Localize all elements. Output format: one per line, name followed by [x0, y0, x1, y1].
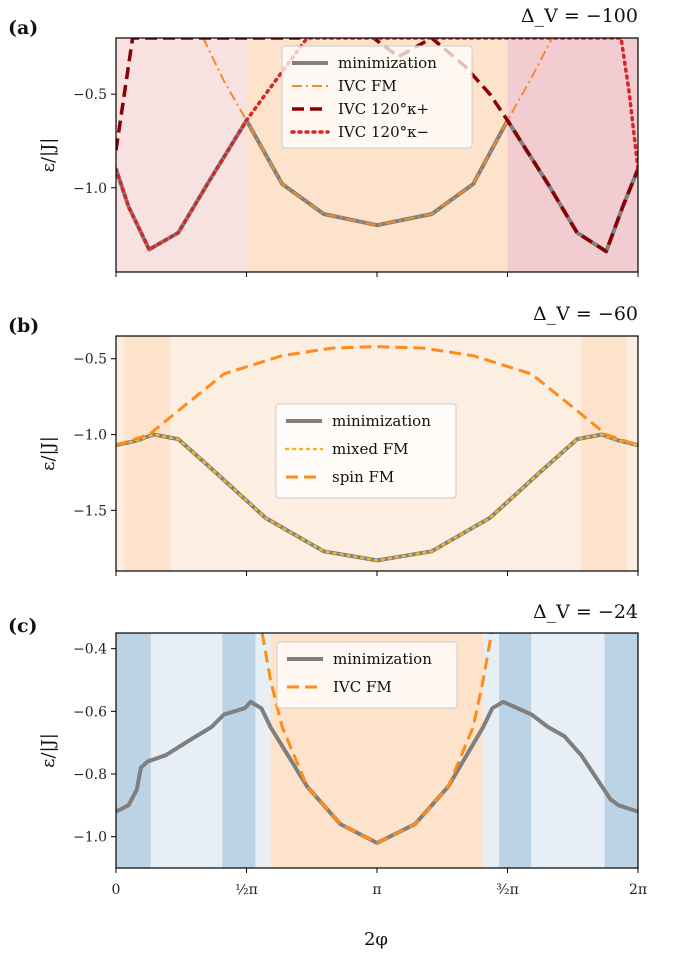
- phase-region-2: [507, 38, 638, 272]
- y-tick-label: −0.8: [73, 767, 107, 783]
- legend-label-minimization: minimization: [332, 412, 431, 430]
- legend-label-mixed-fm: mixed FM: [332, 440, 409, 458]
- panel-tag: (a): [8, 17, 38, 39]
- series-line-ivc-fm: [260, 633, 493, 845]
- phase-region-6: [498, 633, 532, 868]
- x-tick-label: ½π: [235, 882, 258, 898]
- legend: minimization mixed FM spin FM: [275, 403, 457, 499]
- x-tick-label: π: [372, 882, 381, 898]
- panel-title: Δ_V = −100: [521, 5, 638, 27]
- panel-title: Δ_V = −60: [533, 303, 638, 325]
- phase-region-1: [124, 336, 171, 571]
- y-tick-label: −0.5: [73, 87, 107, 103]
- phase-region-5: [483, 633, 499, 868]
- series-line-spin-fm: [116, 345, 638, 447]
- legend-box: [281, 45, 473, 149]
- y-tick-label: −1.0: [73, 830, 107, 846]
- y-tick-label: −1.0: [73, 428, 107, 444]
- panel-tag: (b): [8, 315, 39, 337]
- x-axis-label: 2φ: [364, 929, 388, 950]
- phase-region-1: [150, 633, 223, 868]
- legend-label-minimization: minimization: [338, 54, 437, 72]
- legend-label-ivc-120: IVC 120°κ+: [338, 100, 429, 118]
- legend-label-minimization: minimization: [333, 650, 432, 668]
- series-line-mixed-fm: [116, 433, 638, 562]
- series-line-ivc-120: [116, 38, 638, 252]
- y-tick-label: −1.0: [73, 181, 107, 197]
- x-tick-label: 0: [112, 882, 121, 898]
- series-line-ivc-fm: [202, 38, 554, 227]
- legend-label-ivc-fm: IVC FM: [333, 678, 392, 696]
- panel-c: −0.4 −0.6 −0.8 −1.0 0 ½π π ³⁄₂π 2π ε/|J| (c) Δ_V = …: [8, 601, 647, 898]
- phase-region-8: [604, 633, 638, 868]
- y-axis-label: ε/|J|: [38, 138, 59, 173]
- phase-region-0: [116, 336, 125, 571]
- panel-tag: (c): [8, 615, 38, 637]
- legend-label-ivc-120: IVC 120°κ−: [338, 123, 429, 141]
- legend-label-spin-fm: spin FM: [332, 468, 394, 486]
- y-tick-label: −0.6: [73, 704, 107, 720]
- y-tick-label: −1.5: [73, 503, 107, 519]
- panel-title: Δ_V = −24: [533, 601, 638, 623]
- phase-region-4: [626, 336, 638, 571]
- panel-a: −0.5 −1.0 ε/|J| (a) Δ_V = −100 minimization IV…: [8, 5, 639, 277]
- phase-region-3: [255, 633, 271, 868]
- panel-b: −0.5 −1.0 −1.5 ε/|J| (b) Δ_V = −60 minimizatio…: [8, 303, 639, 576]
- y-axis-label: ε/|J|: [38, 436, 59, 471]
- y-tick-label: −0.4: [73, 642, 107, 658]
- phase-region-2: [222, 633, 256, 868]
- phase-region-0: [116, 633, 151, 868]
- legend: minimization IVC FM IVC 120°κ+ IVC 120°κ−: [281, 45, 473, 149]
- x-tick-label: ³⁄₂π: [496, 882, 519, 898]
- phase-region-7: [531, 633, 605, 868]
- y-axis-label: ε/|J|: [38, 733, 59, 768]
- y-tick-label: −0.5: [73, 352, 107, 368]
- phase-region-3: [581, 336, 627, 571]
- legend-label-ivc-fm: IVC FM: [338, 77, 397, 95]
- legend: minimization IVC FM: [276, 641, 458, 709]
- x-tick-label: 2π: [629, 882, 647, 898]
- legend-box: [275, 403, 457, 499]
